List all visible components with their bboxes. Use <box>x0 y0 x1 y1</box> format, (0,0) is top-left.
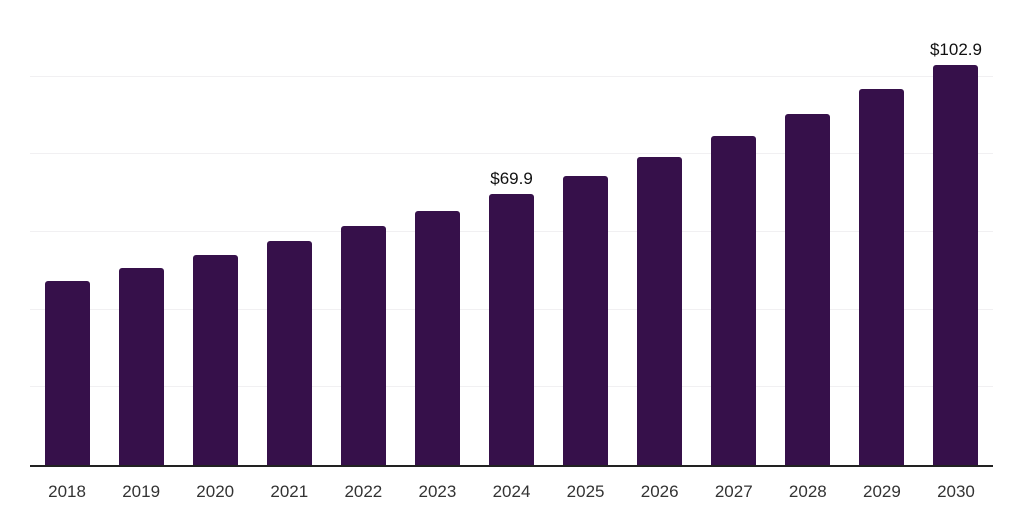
bar-2027 <box>711 135 757 465</box>
bar-column-2022 <box>326 1 400 465</box>
x-tick-label-2024: 2024 <box>492 482 531 501</box>
bar-2028 <box>785 113 831 465</box>
bar-value-label-2024: $69.9 <box>490 168 533 188</box>
x-tick-label-2025: 2025 <box>566 482 605 501</box>
bar-column-2025 <box>549 1 623 465</box>
bar-column-2018 <box>30 1 104 465</box>
x-tick-label-2019: 2019 <box>122 482 161 501</box>
bar-column-2030: $102.9 <box>919 1 993 465</box>
bar-2018 <box>44 280 90 465</box>
x-tick-label-2026: 2026 <box>640 482 679 501</box>
bar-2023 <box>414 211 460 465</box>
x-tick-label-2023: 2023 <box>418 482 457 501</box>
bar-column-2027 <box>697 1 771 465</box>
gridline <box>30 153 993 155</box>
bar-2021 <box>266 241 312 465</box>
bar-2024 <box>489 193 534 465</box>
bar-2026 <box>637 156 683 465</box>
bar-value-label-2030: $102.9 <box>929 40 982 60</box>
bar-2022 <box>340 226 386 465</box>
x-tick-label-2022: 2022 <box>344 482 383 501</box>
plot-area: $69.9 $102.9 <box>30 1 993 467</box>
bar-2029 <box>859 89 905 465</box>
bar-column-2026 <box>623 1 697 465</box>
bar-column-2019 <box>104 1 178 465</box>
bar-column-2029 <box>845 1 919 465</box>
bar-2030 <box>933 65 979 465</box>
bar-2025 <box>563 176 609 465</box>
x-tick-label-2021: 2021 <box>270 482 309 501</box>
bar-column-2028 <box>771 1 845 465</box>
gridline <box>30 75 993 77</box>
bar-column-2024: $69.9 <box>474 1 548 465</box>
bar-column-2023 <box>400 1 474 465</box>
x-tick-label-2027: 2027 <box>714 482 753 501</box>
x-tick-label-2028: 2028 <box>788 482 827 501</box>
x-tick-label-2018: 2018 <box>48 482 86 501</box>
bar-2020 <box>192 254 238 465</box>
x-tick-label-2020: 2020 <box>196 482 235 501</box>
bar-column-2021 <box>252 1 326 465</box>
x-tick-label-2030: 2030 <box>937 482 975 501</box>
bar-column-2020 <box>178 1 252 465</box>
x-tick-label-2029: 2029 <box>862 482 901 501</box>
bar-2019 <box>118 267 164 465</box>
bars-row: $69.9 $102.9 <box>30 1 993 465</box>
x-axis-labels: 2018 2019 2020 2021 2022 2023 2024 2025 2026 2027… <box>30 483 993 500</box>
